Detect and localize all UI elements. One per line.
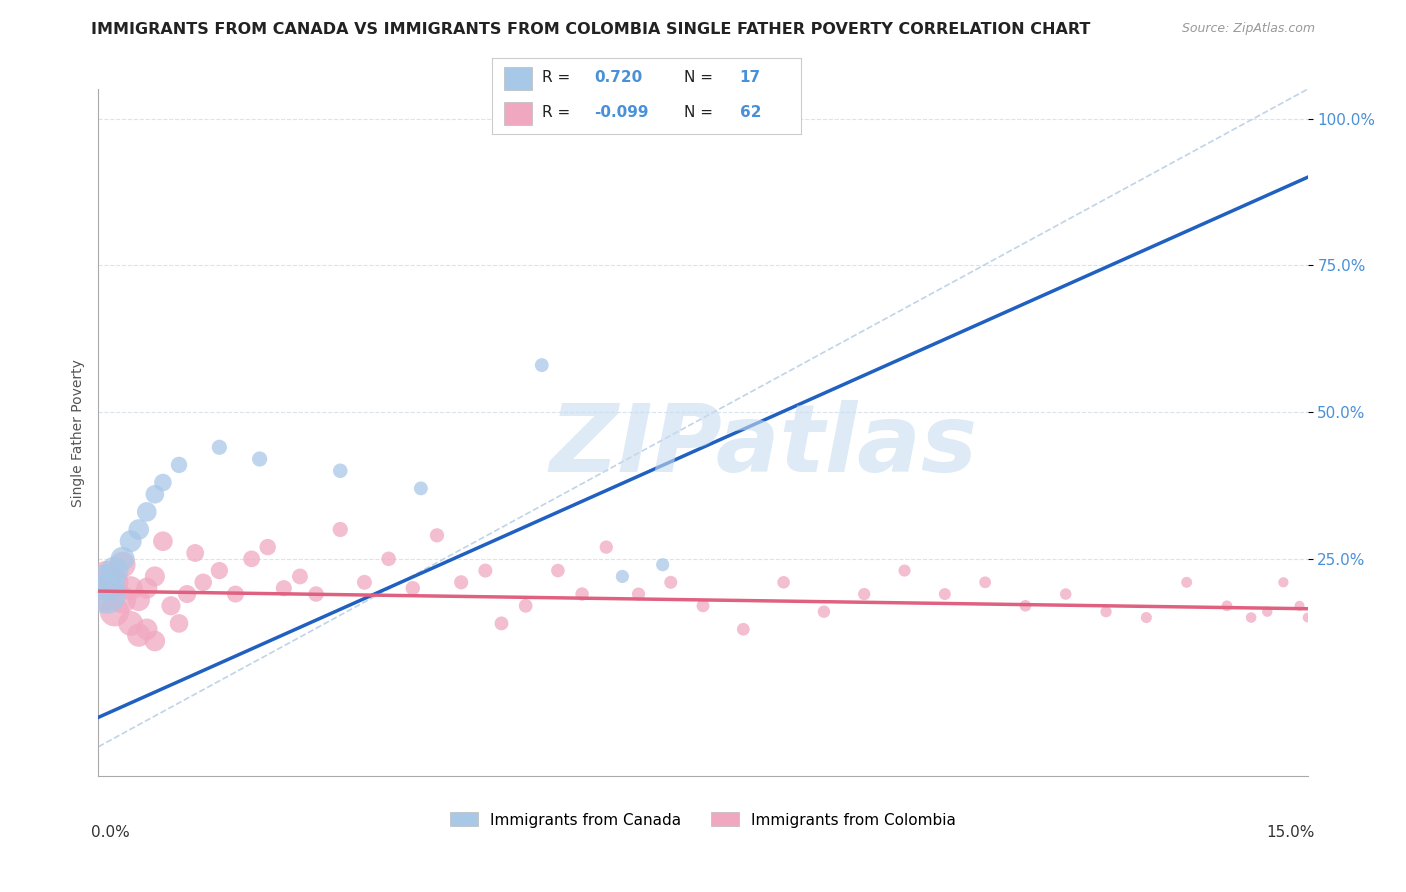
Point [627,587,650,601]
Text: 0.0%: 0.0% [91,825,131,840]
Point [530,358,553,372]
Text: 0.720: 0.720 [595,70,643,86]
Point [160,599,183,613]
Point [595,540,617,554]
Point [974,575,997,590]
Point [143,634,166,648]
Point [96,575,118,590]
Text: 15.0%: 15.0% [1267,825,1315,840]
Point [111,558,134,572]
Text: 62: 62 [740,105,761,120]
Point [120,581,142,595]
Point [143,569,166,583]
Point [96,587,118,601]
Point [152,534,174,549]
Point [152,475,174,490]
Point [1288,599,1310,613]
Point [103,564,125,578]
Point [1256,605,1278,619]
Point [612,569,634,583]
Point [103,605,125,619]
Point [934,587,956,601]
Text: N =: N = [683,70,713,86]
Point [96,569,118,583]
Point [128,628,150,642]
Point [143,487,166,501]
Point [409,482,432,496]
Point [1216,599,1239,613]
Point [305,587,328,601]
Text: ZIPatlas: ZIPatlas [550,401,977,492]
Point [1312,605,1334,619]
Point [111,593,134,607]
Point [547,564,569,578]
Point [733,622,755,636]
Y-axis label: Single Father Poverty: Single Father Poverty [70,359,84,507]
Point [167,458,190,472]
Point [651,558,673,572]
Point [1296,610,1319,624]
Point [474,564,496,578]
Point [111,551,134,566]
Point [692,599,714,613]
Point [273,581,295,595]
Point [1054,587,1077,601]
Point [772,575,794,590]
Point [426,528,449,542]
Point [1272,575,1295,590]
Point [659,575,682,590]
Point [208,440,231,454]
Point [329,464,352,478]
Point [103,575,125,590]
Point [377,551,399,566]
FancyBboxPatch shape [505,67,533,90]
Legend: Immigrants from Canada, Immigrants from Colombia: Immigrants from Canada, Immigrants from … [444,806,962,834]
Point [120,616,142,631]
Text: R =: R = [541,70,569,86]
Point [240,551,263,566]
Point [167,616,190,631]
Point [1095,605,1118,619]
Point [491,616,513,631]
Point [208,564,231,578]
Point [176,587,198,601]
Text: -0.099: -0.099 [595,105,648,120]
Point [135,622,157,636]
Point [1135,610,1157,624]
Point [249,452,271,467]
Point [329,523,352,537]
Point [224,587,246,601]
Point [128,593,150,607]
Point [353,575,375,590]
Point [96,587,118,601]
Point [1240,610,1263,624]
Point [135,581,157,595]
Point [193,575,215,590]
FancyBboxPatch shape [505,102,533,125]
Text: R =: R = [541,105,569,120]
Text: 17: 17 [740,70,761,86]
Point [450,575,472,590]
Point [1175,575,1198,590]
Point [288,569,311,583]
Point [135,505,157,519]
Point [184,546,207,560]
Text: N =: N = [683,105,713,120]
Point [1305,622,1327,636]
Point [402,581,425,595]
Point [813,605,835,619]
Point [893,564,915,578]
Point [120,534,142,549]
Point [571,587,593,601]
Point [1014,599,1036,613]
Text: IMMIGRANTS FROM CANADA VS IMMIGRANTS FROM COLOMBIA SINGLE FATHER POVERTY CORRELA: IMMIGRANTS FROM CANADA VS IMMIGRANTS FRO… [91,22,1091,37]
Point [256,540,278,554]
Point [515,599,537,613]
Point [853,587,876,601]
Text: Source: ZipAtlas.com: Source: ZipAtlas.com [1181,22,1315,36]
Point [128,523,150,537]
